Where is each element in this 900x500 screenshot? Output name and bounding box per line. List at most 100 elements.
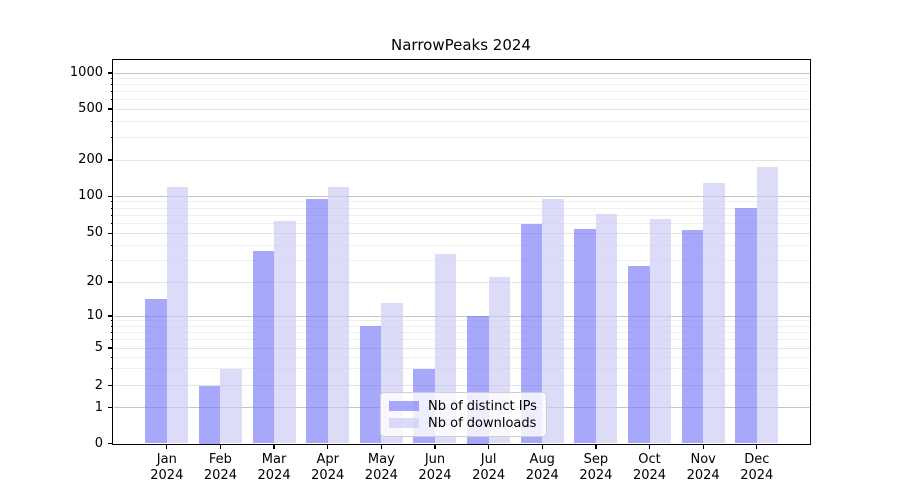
y-tick-500	[108, 108, 114, 110]
x-tick-may	[380, 444, 382, 450]
gridline-minor-300	[113, 136, 810, 138]
y-minortick-9	[110, 320, 114, 322]
y-tick-10	[108, 315, 114, 317]
x-tick-feb	[219, 444, 222, 450]
x-tick-oct	[648, 444, 651, 450]
x-tick-label-sep: Sep 2024	[579, 452, 613, 483]
bar-nb-of-downloads-oct	[649, 219, 672, 444]
y-tick-5	[108, 347, 114, 349]
y-minortick-4	[110, 356, 114, 358]
x-tick-label-jun: Jun 2024	[418, 452, 452, 483]
legend-swatch-downloads	[389, 418, 419, 428]
x-tick-label-jul: Jul 2024	[472, 452, 506, 483]
bar-nb-of-distinct-ips-may	[359, 326, 382, 444]
bar-nb-of-downloads-feb	[220, 368, 242, 444]
x-tick-jan	[166, 444, 168, 450]
bar-nb-of-distinct-ips-aug	[520, 223, 543, 444]
gridline-minor-900	[113, 77, 810, 79]
gridline-200	[113, 159, 810, 161]
x-tick-sep	[595, 444, 597, 450]
bar-nb-of-downloads-jan	[166, 186, 189, 444]
y-minortick-900	[110, 77, 114, 79]
y-minortick-90	[110, 201, 114, 203]
x-tick-label-feb: Feb 2024	[203, 452, 237, 483]
bar-nb-of-distinct-ips-oct	[628, 266, 650, 444]
legend-item-downloads: Nb of downloads	[389, 415, 538, 431]
y-tick-label-10: 10	[86, 308, 103, 323]
x-tick-nov	[702, 444, 704, 450]
x-tick-label-mar: Mar 2024	[257, 452, 291, 483]
bar-nb-of-downloads-dec	[756, 166, 779, 444]
x-tick-label-may: May 2024	[364, 452, 398, 483]
x-tick-apr	[327, 444, 329, 450]
chart-title: NarrowPeaks 2024	[391, 36, 531, 54]
y-tick-label-100: 100	[78, 188, 103, 204]
y-minortick-800	[110, 84, 114, 86]
x-tick-jul	[487, 444, 490, 450]
legend-item-distinct-ips: Nb of distinct IPs	[389, 398, 538, 414]
legend-label-downloads: Nb of downloads	[428, 415, 537, 431]
x-tick-label-nov: Nov 2024	[686, 452, 720, 483]
y-tick-200	[108, 159, 114, 161]
gridline-500	[113, 108, 810, 110]
y-tick-label-5: 5	[94, 340, 103, 355]
bar-nb-of-distinct-ips-sep	[574, 229, 596, 444]
y-minortick-3	[110, 368, 114, 370]
y-minortick-30	[110, 259, 114, 261]
legend: Nb of distinct IPs Nb of downloads	[380, 392, 547, 437]
x-tick-label-oct: Oct 2024	[632, 452, 667, 483]
x-tick-label-jan: Jan 2024	[150, 452, 184, 483]
y-tick-100	[108, 195, 114, 197]
bar-nb-of-distinct-ips-jan	[145, 299, 167, 444]
legend-swatch-distinct-ips	[389, 401, 419, 411]
y-tick-label-2: 2	[94, 377, 103, 393]
bar-nb-of-distinct-ips-apr	[306, 199, 328, 444]
x-tick-dec	[756, 444, 758, 450]
y-minortick-60	[110, 223, 114, 225]
y-minortick-8	[110, 325, 114, 327]
y-minortick-300	[110, 136, 114, 138]
y-tick-label-500: 500	[78, 101, 103, 116]
y-tick-50	[108, 232, 114, 234]
y-tick-label-50: 50	[86, 225, 103, 241]
y-minortick-6	[110, 339, 114, 341]
gridline-minor-700	[113, 91, 810, 93]
y-tick-20	[108, 281, 114, 283]
bar-nb-of-distinct-ips-dec	[735, 208, 757, 444]
y-tick-1000	[108, 72, 114, 74]
y-minortick-70	[110, 214, 114, 216]
gridline-1000	[113, 72, 810, 74]
x-tick-jun	[434, 444, 436, 450]
y-tick-label-1: 1	[94, 399, 103, 415]
y-minortick-600	[110, 99, 114, 101]
y-minortick-400	[110, 120, 114, 122]
bar-nb-of-distinct-ips-mar	[252, 250, 275, 444]
y-tick-label-200: 200	[78, 152, 103, 167]
y-tick-label-0: 0	[94, 435, 103, 451]
x-tick-aug	[541, 444, 543, 450]
legend-label-distinct-ips: Nb of distinct IPs	[428, 398, 537, 414]
bar-nb-of-distinct-ips-feb	[198, 385, 221, 444]
y-minortick-7	[110, 331, 114, 333]
x-tick-label-aug: Aug 2024	[525, 452, 559, 483]
bar-nb-of-downloads-mar	[274, 220, 296, 444]
gridline-minor-400	[113, 120, 810, 122]
x-tick-label-dec: Dec 2024	[740, 452, 774, 483]
bar-nb-of-downloads-sep	[595, 213, 618, 444]
gridline-minor-600	[113, 99, 810, 101]
y-tick-2	[108, 384, 114, 387]
gridline-minor-800	[113, 84, 810, 86]
y-tick-0	[108, 442, 114, 445]
y-minortick-40	[110, 244, 114, 246]
x-tick-mar	[273, 444, 275, 450]
y-tick-1	[108, 406, 114, 409]
x-tick-label-apr: Apr 2024	[311, 452, 345, 483]
bar-nb-of-distinct-ips-nov	[681, 230, 704, 444]
y-minortick-700	[110, 91, 114, 93]
bar-nb-of-downloads-aug	[542, 199, 564, 444]
bar-nb-of-downloads-nov	[703, 182, 725, 444]
y-minortick-80	[110, 207, 114, 209]
y-tick-label-20: 20	[86, 274, 103, 289]
bar-nb-of-downloads-apr	[327, 186, 350, 444]
